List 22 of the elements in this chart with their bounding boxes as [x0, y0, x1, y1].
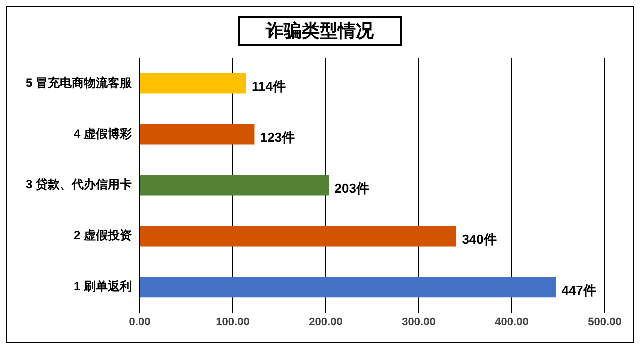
bar [140, 73, 246, 94]
data-label: 123件 [260, 130, 296, 146]
y-tick-label: 3 贷款、代办信用卡 [26, 178, 132, 192]
y-tick-label: 2 虚假投资 [74, 228, 132, 243]
x-tick-label: 400.00 [495, 316, 529, 328]
x-tick-label: 0.00 [129, 316, 151, 328]
x-tick-label: 200.00 [309, 316, 343, 328]
chart-title: 诈骗类型情况 [238, 16, 402, 46]
bar [140, 124, 255, 145]
data-label: 340件 [462, 232, 497, 247]
data-label: 447件 [562, 282, 596, 298]
bar [140, 175, 330, 196]
x-tick-label: 100.00 [216, 316, 250, 328]
y-tick-label: 5 冒充电商物流客服 [26, 76, 133, 90]
bar [140, 226, 457, 247]
x-tick-label: 300.00 [402, 316, 436, 328]
y-tick-label: 4 虚假博彩 [74, 126, 133, 141]
x-tick-label: 500.00 [588, 316, 622, 328]
y-tick-label: 1 刷单返利 [74, 280, 132, 294]
data-label: 114件 [252, 79, 286, 94]
data-label: 203件 [334, 180, 370, 196]
bar [140, 276, 556, 298]
